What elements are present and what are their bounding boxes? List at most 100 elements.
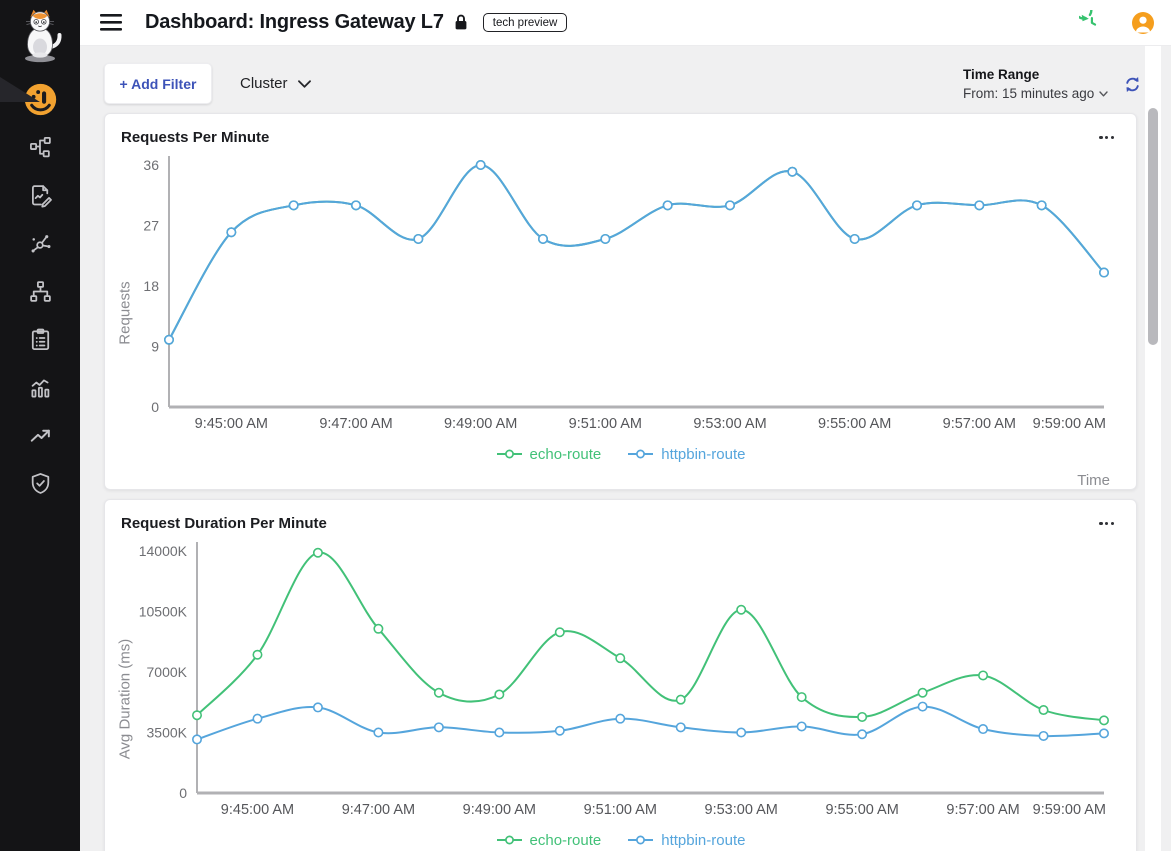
sidebar-item-analytics[interactable] [20,370,60,404]
chart-title: Request Duration Per Minute [121,515,327,533]
chart-title: Requests Per Minute [121,129,270,147]
svg-text:9:55:00 AM: 9:55:00 AM [818,416,891,432]
shield-check-icon [31,472,49,494]
duration-line-chart: 0 3500K 7000K 10500K 14000K 9:45:00 AM 9:47:00… [139,542,1109,818]
svg-text:3500K: 3500K [147,725,188,741]
svg-text:9:57:00 AM: 9:57:00 AM [946,802,1019,818]
legend-marker-icon [628,449,654,459]
sidebar [0,0,80,851]
topology-icon [29,136,51,157]
legend-marker-icon [496,835,522,845]
main-content: + Add Filter Cluster Time Range From: 15… [80,46,1171,851]
history-icon [1079,10,1097,26]
service-graph-icon [31,234,50,252]
gauge-icon [24,83,56,115]
svg-text:7000K: 7000K [147,664,188,680]
cluster-dropdown[interactable]: Cluster [240,63,311,104]
menu-icon [100,14,122,31]
legend-item-httpbin-route[interactable]: httpbin-route [627,446,745,463]
refresh-icon [1126,76,1139,93]
kuma-cat-logo[interactable] [0,0,80,66]
analytics-icon [30,379,49,398]
legend-item-echo-route[interactable]: echo-route [496,445,602,463]
history-button[interactable] [1079,10,1104,35]
sidebar-item-security[interactable] [20,466,60,500]
y-axis-title: Avg Duration (ms) [116,638,134,760]
legend-label: echo-route [529,831,602,849]
svg-text:9:59:00 AM: 9:59:00 AM [1033,802,1106,818]
checklist-icon [31,328,49,350]
legend-marker-icon [496,449,522,459]
add-filter-button[interactable]: + Add Filter [104,63,212,104]
y-axis-title: Requests [116,281,134,345]
sidebar-item-topology[interactable] [20,130,60,164]
svg-text:9: 9 [151,339,159,355]
chevron-down-icon [1099,90,1109,97]
requests-line-chart: 0 9 18 27 36 9:45:00 AM 9:47:00 AM 9:49:00 AM 9:… [143,156,1109,432]
x-axis-title: Time [1077,472,1110,490]
kebab-menu-icon [1099,136,1103,140]
scrollbar-track[interactable] [1145,46,1161,851]
menu-button[interactable] [98,10,124,35]
legend-marker-icon [628,835,654,845]
refresh-button[interactable] [1122,74,1143,95]
time-range-selector[interactable]: From: 15 minutes ago [963,86,1109,101]
svg-text:9:45:00 AM: 9:45:00 AM [221,802,294,818]
time-range-label: Time Range [963,67,1040,82]
time-range: Time Range From: 15 minutes ago [963,67,1109,101]
sitemap-icon [29,280,51,302]
scrollbar-thumb[interactable] [1148,108,1158,345]
kebab-menu-icon [1099,522,1103,526]
header: Dashboard: Ingress Gateway L7 tech previ… [80,0,1171,46]
report-edit-icon [31,184,52,208]
svg-text:0: 0 [151,399,159,415]
sidebar-item-gateways[interactable] [20,274,60,308]
corner-fold-decoration [0,77,40,102]
svg-text:9:59:00 AM: 9:59:00 AM [1033,416,1106,432]
chart-card-requests-per-minute: Requests Per Minute Requests 0 9 18 27 36 9:4… [104,113,1137,490]
tech-preview-badge: tech preview [482,13,568,32]
svg-text:18: 18 [143,278,159,294]
legend-label: httpbin-route [661,831,746,849]
svg-text:9:51:00 AM: 9:51:00 AM [569,416,642,432]
sidebar-item-services[interactable] [20,226,60,260]
legend-label: httpbin-route [661,445,746,463]
svg-text:14000K: 14000K [139,543,188,559]
svg-text:0: 0 [179,785,187,801]
chart-options-button[interactable] [1093,514,1120,533]
svg-text:36: 36 [143,157,159,173]
svg-text:9:47:00 AM: 9:47:00 AM [342,802,415,818]
svg-text:9:49:00 AM: 9:49:00 AM [444,416,517,432]
svg-text:9:55:00 AM: 9:55:00 AM [825,802,898,818]
svg-text:9:51:00 AM: 9:51:00 AM [584,802,657,818]
time-range-value: From: 15 minutes ago [963,86,1095,101]
chart-area: Avg Duration (ms) 0 3500K 7000K 10500K 14000… [105,537,1136,827]
svg-text:10500K: 10500K [139,604,188,620]
kuma-cat-logo-image [25,9,62,63]
sidebar-item-checklist[interactable] [20,322,60,356]
lock-icon [454,14,468,31]
svg-text:9:49:00 AM: 9:49:00 AM [463,802,536,818]
svg-text:9:47:00 AM: 9:47:00 AM [319,416,392,432]
chart-area: Requests 0 9 18 27 36 9:45:00 AM 9:47:00 AM 9:4… [105,151,1136,441]
legend-label: echo-route [529,445,602,463]
user-avatar-icon [1132,11,1154,34]
sidebar-nav [0,82,80,500]
user-avatar-button[interactable] [1131,11,1155,35]
sidebar-item-policies[interactable] [20,178,60,212]
chart-options-button[interactable] [1093,128,1120,147]
svg-text:27: 27 [143,218,159,234]
chart-card-request-duration: Request Duration Per Minute Avg Duration… [104,499,1137,851]
sidebar-item-dashboards[interactable] [20,82,60,116]
cluster-label: Cluster [240,75,288,92]
svg-text:9:45:00 AM: 9:45:00 AM [195,416,268,432]
page-title: Dashboard: Ingress Gateway L7 [145,11,444,33]
sidebar-item-insights[interactable] [20,418,60,452]
chart-legend: echo-route httpbin-route [105,829,1136,851]
chevron-down-icon [297,79,311,88]
svg-text:9:53:00 AM: 9:53:00 AM [705,802,778,818]
legend-item-echo-route[interactable]: echo-route [496,831,602,849]
legend-item-httpbin-route[interactable]: httpbin-route [627,832,745,849]
svg-text:9:57:00 AM: 9:57:00 AM [943,416,1016,432]
trending-up-icon [30,429,50,442]
